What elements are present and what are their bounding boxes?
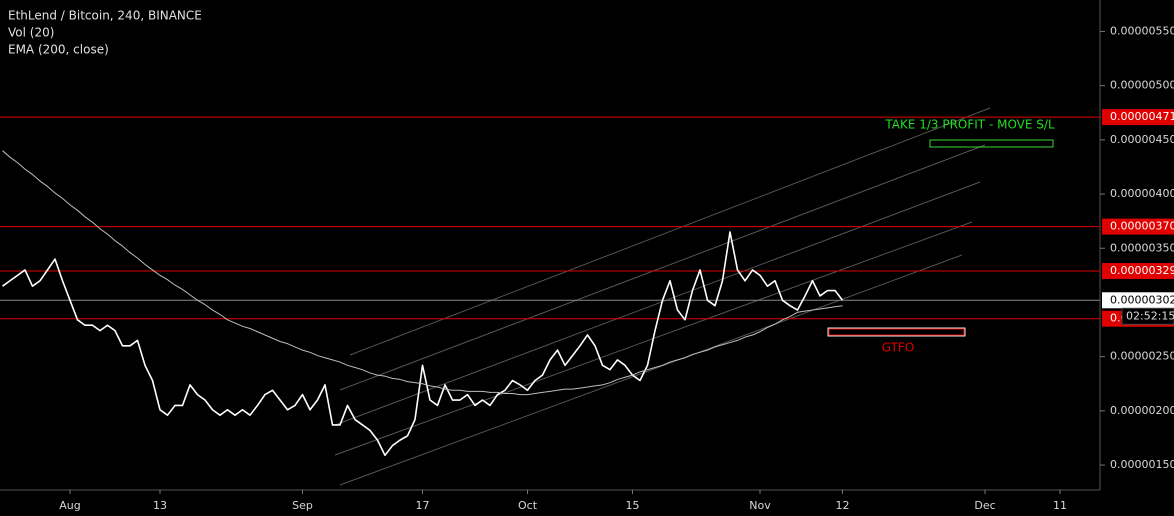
x-tick-label: Oct <box>518 499 538 512</box>
channel-line <box>349 107 991 356</box>
channel <box>334 107 991 486</box>
target-box <box>929 139 1054 148</box>
annotation: GTFO <box>882 341 915 355</box>
x-tick-label: Aug <box>59 499 80 512</box>
x-tick-label: 15 <box>626 499 640 512</box>
x-tick-label: 17 <box>416 499 430 512</box>
countdown: 02:52:15 <box>1126 309 1174 322</box>
level-label: 0.00000471 <box>1110 110 1174 123</box>
x-tick-label: Nov <box>749 499 771 512</box>
level-label: 0.00000370 <box>1110 220 1174 233</box>
ema-line <box>2 150 843 396</box>
y-tick-label: 0.00000450 <box>1110 133 1174 146</box>
y-tick-label: 0.00000350 <box>1110 241 1174 254</box>
channel-line <box>339 254 963 486</box>
channel-line <box>339 144 986 391</box>
y-tick-label: 0.00000400 <box>1110 187 1174 200</box>
x-tick-label: 11 <box>1053 499 1067 512</box>
y-tick-label: 0.00000500 <box>1110 79 1174 92</box>
level-label-box <box>1102 218 1174 235</box>
stop-box <box>827 327 966 337</box>
level-label-box <box>1102 109 1174 126</box>
x-tick-label: Sep <box>292 499 313 512</box>
stop-box-inner <box>828 328 965 336</box>
countdown-box <box>1121 307 1174 325</box>
annotation: TAKE 1/3 PROFIT - MOVE S/L <box>884 118 1055 132</box>
level-label-box <box>1102 263 1174 280</box>
y-tick-label: 0.00000150 <box>1110 458 1174 471</box>
chart-title: EthLend / Bitcoin, 240, BINANCE <box>8 9 202 23</box>
last-price-label: 0.00000302 <box>1110 293 1174 306</box>
x-tick-label: 13 <box>153 499 167 512</box>
y-tick-label: 0.00000550 <box>1110 24 1174 37</box>
price-line <box>2 231 844 457</box>
ema-label: EMA (200, close) <box>8 43 109 57</box>
channel-line <box>334 181 981 426</box>
last-price-box <box>1102 292 1174 309</box>
level-label: 0.00000329 <box>1110 264 1174 277</box>
x-tick-label: 12 <box>836 499 850 512</box>
y-tick-label: 0.00000250 <box>1110 350 1174 363</box>
x-tick-label: Dec <box>974 499 995 512</box>
volume-label: Vol (20) <box>8 26 54 40</box>
y-tick-label: 0.00000200 <box>1110 404 1174 417</box>
